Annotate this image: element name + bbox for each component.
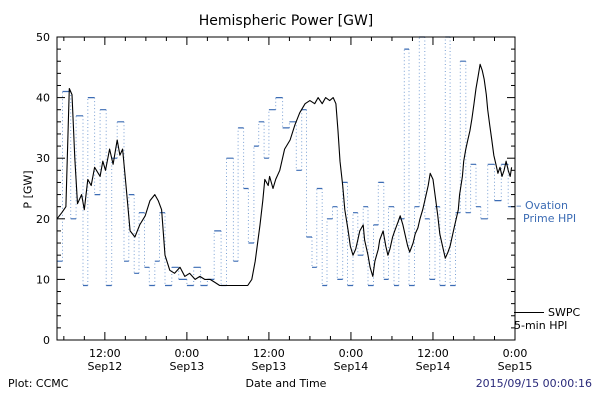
svg-text:Sep13: Sep13 <box>170 360 205 373</box>
svg-text:Sep15: Sep15 <box>498 360 533 373</box>
svg-text:30: 30 <box>36 152 50 165</box>
legend-swpc: SWPC 5-min HPI <box>514 306 600 332</box>
legend-swpc-label-line2: 5-min HPI <box>514 319 568 332</box>
legend-swpc-line-sample <box>514 312 544 313</box>
legend-swpc-label-line1: SWPC <box>548 306 581 319</box>
plot-source-label: Plot: CCMC <box>8 377 69 390</box>
svg-text:0:00: 0:00 <box>175 347 200 360</box>
svg-text:40: 40 <box>36 92 50 105</box>
svg-text:0:00: 0:00 <box>339 347 364 360</box>
svg-text:12:00: 12:00 <box>89 347 121 360</box>
svg-text:0: 0 <box>43 334 50 347</box>
svg-text:50: 50 <box>36 31 50 44</box>
y-axis-label: P [GW] <box>21 170 35 209</box>
legend-ovation-label-line1: Ovation <box>525 199 568 212</box>
svg-text:Sep13: Sep13 <box>252 360 287 373</box>
timestamp-label: 2015/09/15 00:00:16 <box>475 377 592 390</box>
legend-ovation-label-line2: Prime HPI <box>523 212 577 225</box>
svg-text:Sep14: Sep14 <box>416 360 451 373</box>
legend-line-marker: – <box>516 199 522 212</box>
svg-text:12:00: 12:00 <box>253 347 285 360</box>
svg-text:12:00: 12:00 <box>417 347 449 360</box>
chart-title: Hemispheric Power [GW] <box>198 13 374 29</box>
svg-text:10: 10 <box>36 273 50 286</box>
svg-text:Sep12: Sep12 <box>87 360 122 373</box>
legend-ovation-prime: – Ovation Prime HPI <box>516 199 600 225</box>
svg-text:Sep14: Sep14 <box>334 360 369 373</box>
svg-text:20: 20 <box>36 213 50 226</box>
x-axis-label: Date and Time <box>245 377 327 390</box>
svg-text:0:00: 0:00 <box>503 347 528 360</box>
